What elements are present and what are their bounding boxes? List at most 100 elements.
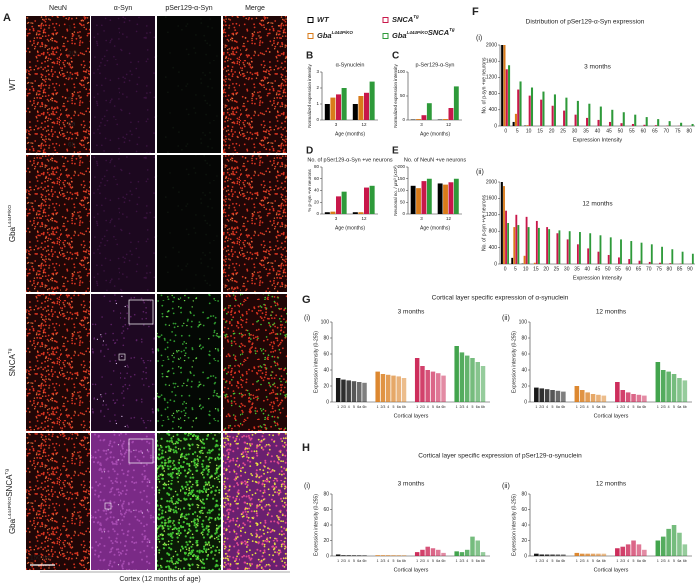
y-tick-label: 0 (402, 117, 405, 122)
y-tick-label: 100 (321, 319, 330, 325)
x-tick-label: 2/3 (661, 405, 666, 409)
x-tick-label: 5 (633, 405, 635, 409)
bar (358, 212, 364, 214)
bar (336, 94, 342, 120)
bar (443, 119, 448, 120)
bar (416, 119, 421, 120)
bar (597, 251, 600, 264)
bar (587, 248, 590, 264)
bar (341, 555, 346, 556)
x-tick-label: 5 (633, 559, 635, 563)
micrograph (91, 16, 155, 153)
bar (453, 178, 459, 214)
bar (537, 227, 540, 264)
bar (657, 119, 660, 126)
y-tick-label: 60 (521, 507, 527, 513)
bar (436, 549, 441, 556)
x-tick-label: 1 (657, 405, 659, 409)
bar (480, 552, 486, 556)
y-tick-label: 1600 (486, 59, 497, 65)
bar (448, 182, 454, 214)
x-tick-label: 2/3 (539, 559, 544, 563)
label-sup: L444P/KO (7, 205, 13, 227)
bar (341, 191, 347, 214)
bar (671, 525, 677, 556)
y-tick-label: 20 (521, 383, 527, 389)
y-tick-label: 2000 (486, 179, 497, 185)
x-tick-label: 6b (442, 559, 446, 563)
bar (611, 109, 614, 126)
x-tick-label: 1 (456, 405, 458, 409)
bar (511, 257, 514, 264)
x-tick-label: 6b (602, 559, 606, 563)
y-tick-label: 1200 (486, 212, 497, 218)
bar (561, 391, 566, 402)
bar (528, 95, 531, 126)
x-tick-label: 5 (353, 405, 355, 409)
bar (579, 553, 585, 556)
bar (677, 532, 682, 556)
x-tick-label: 6a (476, 405, 480, 409)
bar (364, 187, 370, 214)
bar (660, 536, 666, 556)
column-header: Merge (245, 5, 265, 12)
x-tick-label: 1 (535, 559, 537, 563)
x-tick-label: 3 (335, 216, 338, 221)
chart-title: No. of NeuN +ve neurons (404, 157, 466, 163)
column-header: NeuN (49, 5, 67, 12)
panel-letter: A (3, 12, 11, 24)
bar (324, 212, 330, 214)
bar (620, 390, 626, 402)
bar (420, 549, 425, 556)
bar (385, 555, 391, 556)
bar (620, 239, 622, 264)
x-tick-label: 5 (673, 405, 675, 409)
bar (634, 114, 637, 126)
x-tick-label: 2/3 (380, 405, 385, 409)
y-axis-label: Expression intensity (0-255) (313, 494, 319, 556)
bar (421, 115, 427, 120)
y-tick-label: 80 (323, 491, 329, 497)
x-tick-label: 1 (337, 559, 339, 563)
x-tick-label: 25 (554, 266, 560, 272)
bar (668, 121, 671, 126)
bar (607, 254, 610, 264)
bar (430, 548, 436, 556)
x-tick-label: 20 (543, 266, 549, 272)
bar (566, 239, 569, 264)
bar (470, 358, 475, 402)
y-tick-label: 100 (397, 188, 405, 193)
bar (341, 88, 347, 120)
bar (596, 553, 601, 556)
micrograph (91, 155, 155, 292)
x-tick-label: 12 (361, 216, 367, 221)
x-tick-label: 60 (641, 128, 647, 134)
x-tick-label: 6b (363, 559, 367, 563)
chart-title: 3 months (584, 64, 611, 71)
bar (369, 185, 375, 214)
bar (659, 262, 661, 264)
x-tick-label: 12 (361, 122, 367, 127)
bar (631, 123, 634, 126)
y-tick-label: 0 (494, 123, 497, 129)
x-tick-label: 6b (561, 405, 565, 409)
x-tick-label: 0 (504, 128, 507, 134)
bar (530, 87, 534, 126)
bar (414, 358, 420, 402)
x-tick-label: 4 (427, 405, 429, 409)
x-tick-label: 2/3 (420, 559, 425, 563)
x-tick-label: 5 (432, 559, 434, 563)
x-tick-label: 4 (466, 405, 468, 409)
y-tick-label: 0 (494, 261, 497, 267)
x-tick-label: 6b (602, 405, 606, 409)
label-sup: L444P/KO (407, 30, 429, 35)
bar (505, 69, 508, 126)
layer-label: 4 (68, 74, 72, 81)
y-tick-label: 20 (323, 383, 329, 389)
y-axis-label: Expression intensity (0-255) (511, 494, 517, 556)
bar (655, 362, 661, 402)
panel-letter: E (392, 146, 399, 157)
x-tick-label: 1 (337, 405, 339, 409)
x-axis-label: Cortical layers (394, 413, 429, 419)
x-axis-label: Age (months) (335, 131, 365, 137)
